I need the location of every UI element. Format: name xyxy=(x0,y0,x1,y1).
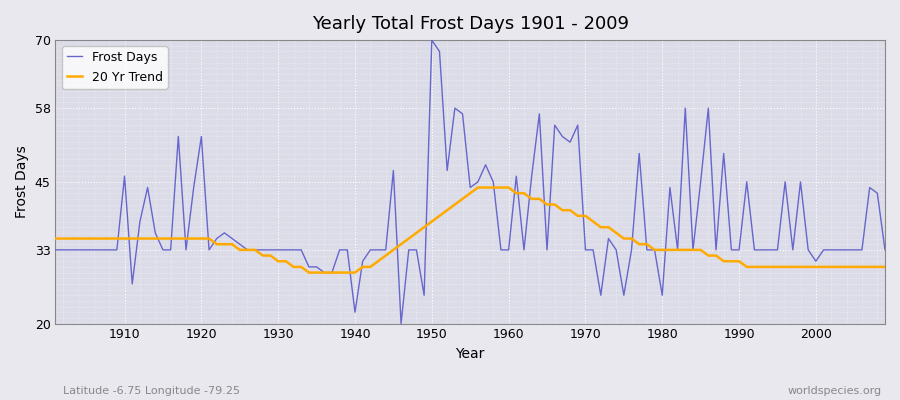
20 Yr Trend xyxy=(334,270,345,275)
20 Yr Trend xyxy=(303,270,314,275)
Frost Days xyxy=(327,270,338,275)
Frost Days xyxy=(281,248,292,252)
Frost Days xyxy=(879,248,890,252)
20 Yr Trend xyxy=(472,185,483,190)
Frost Days xyxy=(396,321,407,326)
20 Yr Trend xyxy=(112,236,122,241)
20 Yr Trend xyxy=(511,191,522,196)
20 Yr Trend xyxy=(611,230,622,235)
Frost Days xyxy=(112,248,122,252)
Frost Days xyxy=(50,248,61,252)
20 Yr Trend xyxy=(518,191,529,196)
Line: 20 Yr Trend: 20 Yr Trend xyxy=(56,188,885,272)
20 Yr Trend xyxy=(50,236,61,241)
Frost Days xyxy=(427,38,437,42)
Y-axis label: Frost Days: Frost Days xyxy=(15,146,29,218)
Frost Days xyxy=(611,248,622,252)
X-axis label: Year: Year xyxy=(455,347,485,361)
Title: Yearly Total Frost Days 1901 - 2009: Yearly Total Frost Days 1901 - 2009 xyxy=(311,15,629,33)
Text: Latitude -6.75 Longitude -79.25: Latitude -6.75 Longitude -79.25 xyxy=(63,386,240,396)
Text: worldspecies.org: worldspecies.org xyxy=(788,386,882,396)
Frost Days xyxy=(511,174,522,178)
20 Yr Trend xyxy=(879,264,890,269)
Frost Days xyxy=(518,248,529,252)
20 Yr Trend xyxy=(281,259,292,264)
Line: Frost Days: Frost Days xyxy=(56,40,885,324)
Legend: Frost Days, 20 Yr Trend: Frost Days, 20 Yr Trend xyxy=(62,46,167,89)
